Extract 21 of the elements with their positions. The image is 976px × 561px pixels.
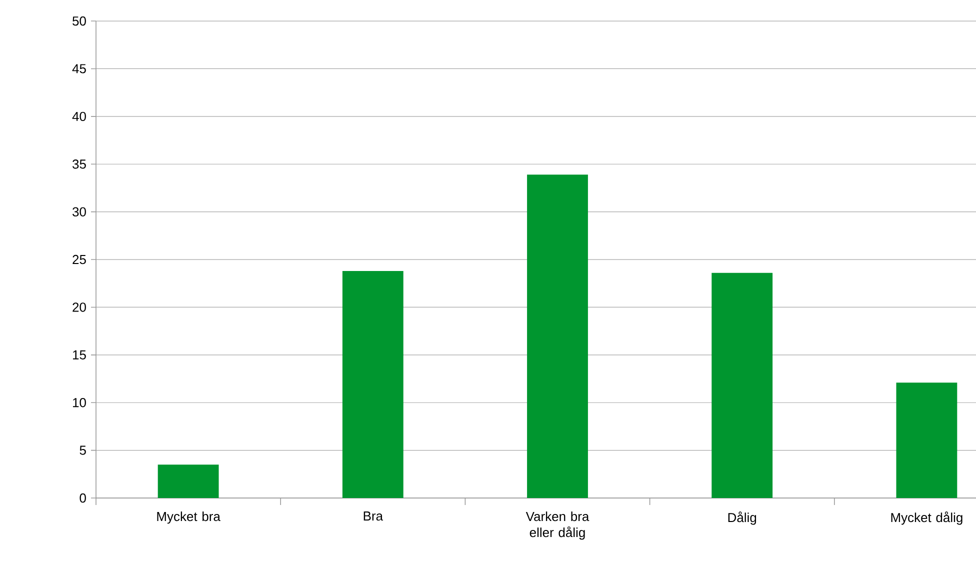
y-tick-label: 30 (72, 207, 86, 216)
bar (896, 382, 958, 498)
bar (712, 272, 773, 498)
x-tick-label: Mycket bra (157, 512, 220, 524)
x-tick-label: Mycket dålig (891, 512, 962, 525)
y-tick-label: 45 (72, 64, 86, 74)
y-tick-label: 50 (72, 16, 86, 26)
bar (527, 174, 588, 498)
bar (342, 270, 404, 498)
y-tick-label: 40 (72, 112, 86, 122)
y-tick-label: 15 (72, 350, 86, 360)
y-tick-label: 5 (80, 446, 86, 455)
y-tick-label: 0 (80, 493, 86, 503)
y-tick-label: 20 (72, 302, 86, 312)
x-tick-label: Varken bra eller dålig (526, 512, 590, 540)
y-tick-label: 10 (72, 398, 86, 408)
bar (158, 464, 219, 498)
y-tick-label: 25 (72, 254, 86, 264)
x-tick-label: Dålig (728, 512, 756, 525)
x-tick-label: Bra (364, 512, 384, 521)
y-tick-label: 35 (72, 160, 86, 169)
